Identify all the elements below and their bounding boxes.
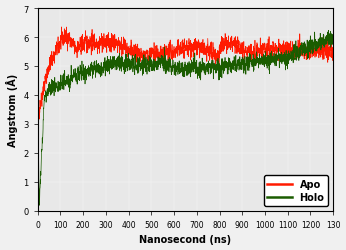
- Apo: [101, 48, 105, 51]
- Apo: [76, 49, 80, 52]
- X-axis label: Nanosecond (ns): Nanosecond (ns): [139, 234, 231, 244]
- Holo: [265, 56, 270, 58]
- Apo: [36, 206, 40, 209]
- Line: Apo: Apo: [38, 28, 333, 208]
- Apo: [265, 43, 270, 46]
- Holo: [52, 87, 56, 90]
- Apo: [52, 56, 56, 59]
- Apo: [60, 26, 64, 29]
- Legend: Apo, Holo: Apo, Holo: [264, 176, 328, 206]
- Holo: [36, 210, 40, 212]
- Apo: [331, 48, 335, 51]
- Y-axis label: Angstrom (Å): Angstrom (Å): [6, 74, 18, 146]
- Holo: [230, 62, 234, 65]
- Holo: [101, 71, 105, 74]
- Apo: [272, 42, 276, 45]
- Holo: [76, 66, 80, 69]
- Holo: [272, 59, 276, 62]
- Holo: [326, 30, 330, 33]
- Holo: [331, 36, 335, 39]
- Line: Holo: Holo: [38, 31, 333, 211]
- Apo: [230, 47, 234, 50]
